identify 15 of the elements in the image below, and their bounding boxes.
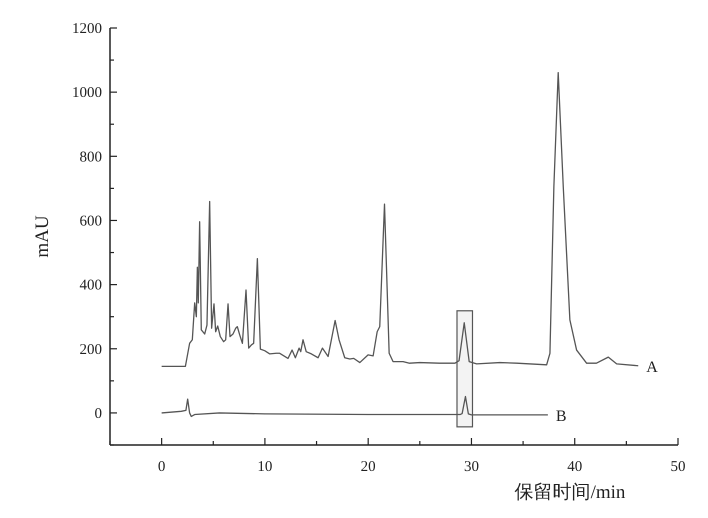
- y-tick-label: 800: [80, 149, 102, 166]
- y-tick-label: 1200: [72, 21, 102, 37]
- y-tick-label: 400: [80, 278, 102, 294]
- y-tick-label: 600: [80, 213, 102, 230]
- y-tick-label: 1000: [72, 85, 102, 102]
- x-axis-title: 保留时间/min: [514, 482, 626, 503]
- x-tick-label: 40: [567, 459, 582, 475]
- y-tick-label: 200: [80, 342, 102, 358]
- x-tick-label: 50: [670, 459, 686, 475]
- x-tick-label: 30: [464, 459, 479, 475]
- x-tick-label: 20: [360, 459, 376, 475]
- y-axis-title: mAU: [32, 215, 53, 258]
- x-tick-label: 10: [257, 459, 272, 475]
- x-tick-label: 0: [158, 459, 166, 475]
- y-tick-label: 0: [94, 406, 102, 422]
